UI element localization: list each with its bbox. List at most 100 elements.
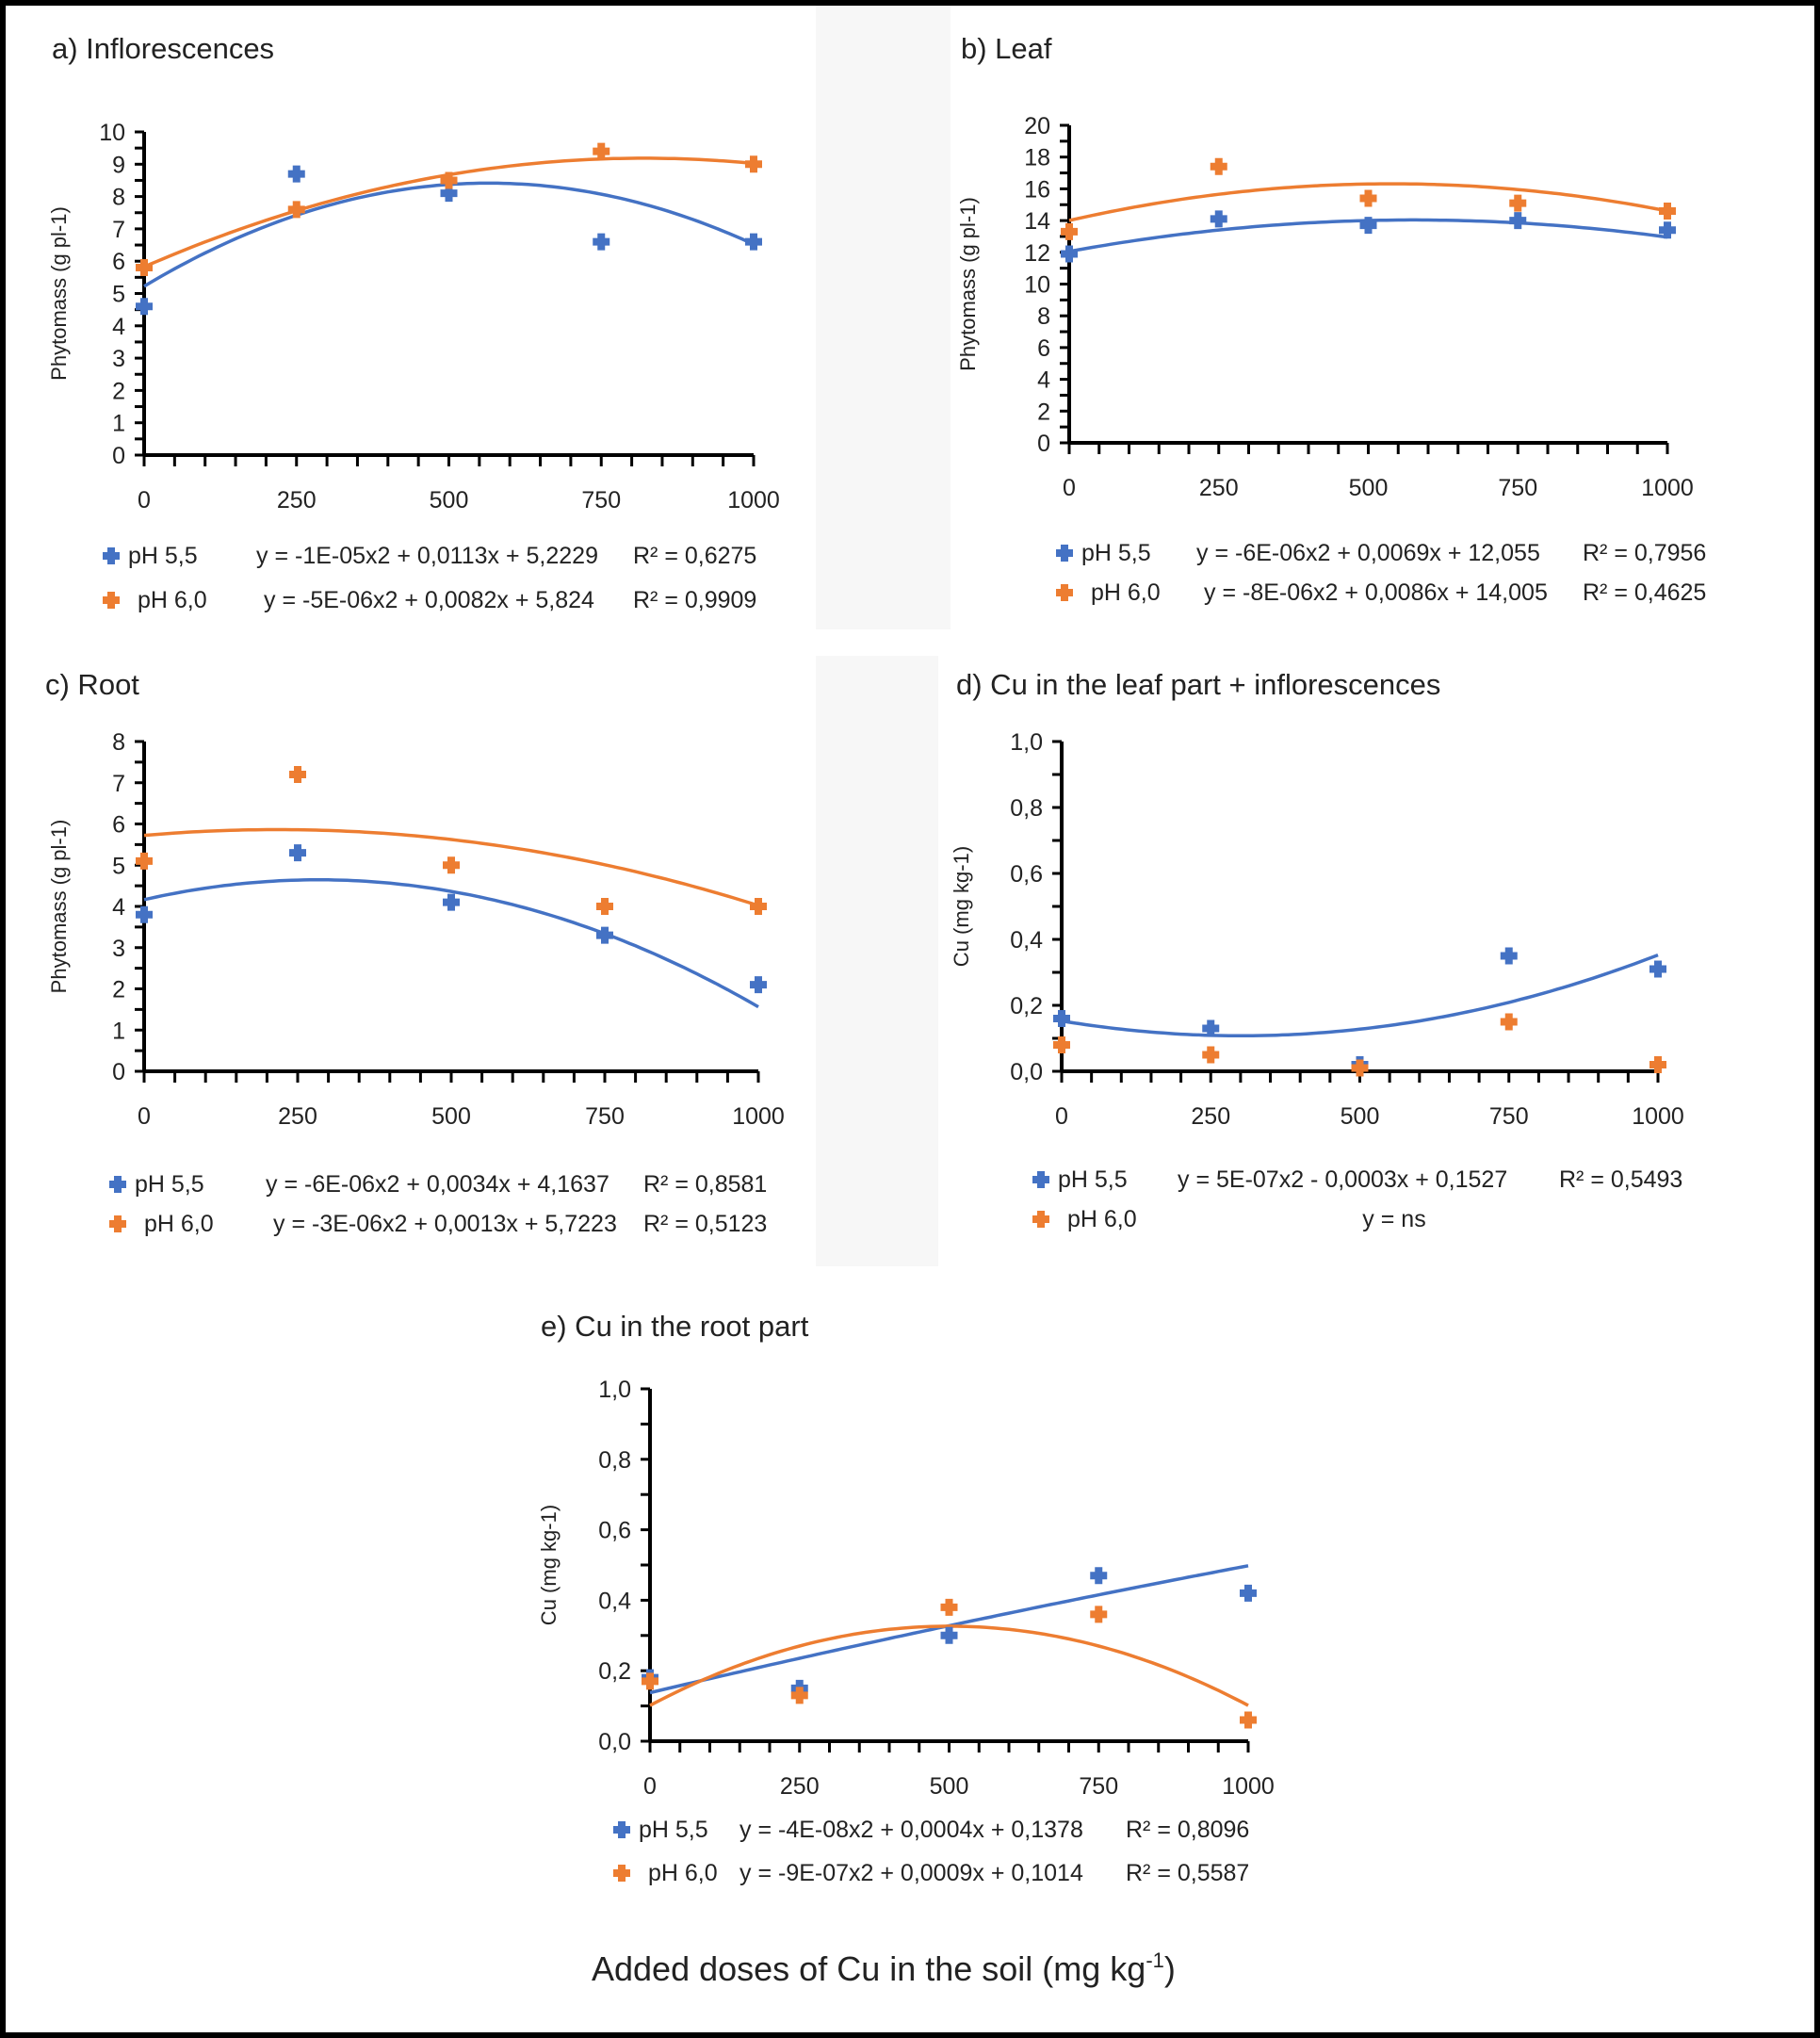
data-point-ph60 [1359, 189, 1377, 207]
data-point-ph55 [940, 1626, 958, 1644]
chart-panel-b: b) Leaf 0 2 4 6 8 10 12 14 16 18 20 0 250 500 750 1000 Ph… [956, 32, 1706, 606]
data-point-ph60 [1202, 1046, 1220, 1064]
legend-label: pH 5,5 [1081, 540, 1151, 566]
trendline-ph60 [649, 1624, 1249, 1707]
data-point-ph60 [1053, 1036, 1070, 1053]
r-squared: R² = 0,5123 [643, 1211, 767, 1237]
y-tick-label: 14 [1024, 208, 1050, 235]
data-point-ph55 [1053, 1010, 1070, 1027]
y-tick-label: 0,0 [1010, 1059, 1043, 1085]
x-tick-label: 500 [930, 1773, 969, 1800]
x-tick-label: 0 [138, 1103, 151, 1130]
x-tick-label: 500 [431, 1103, 471, 1130]
y-tick-label: 3 [112, 936, 125, 962]
legend-label: pH 6,0 [144, 1211, 214, 1237]
y-tick-label: 2 [112, 378, 125, 404]
x-tick-label: 0 [643, 1773, 657, 1800]
data-point-ph60 [1649, 1056, 1666, 1073]
y-tick-label: 16 [1024, 176, 1050, 203]
x-tick-label: 500 [1341, 1103, 1380, 1130]
y-axis-label: Cu (mg kg-1) [537, 1505, 561, 1625]
legend-label: pH 5,5 [1058, 1166, 1128, 1193]
data-point-ph60 [1061, 222, 1078, 240]
data-point-ph60 [443, 856, 460, 874]
y-tick-label: 18 [1024, 145, 1050, 171]
x-tick-label: 250 [277, 487, 317, 514]
chart-title: b) Leaf [961, 32, 1052, 65]
data-point-ph55 [1240, 1584, 1257, 1602]
legend-marker-ph55 [103, 547, 120, 564]
y-tick-label: 0,6 [598, 1518, 631, 1544]
y-tick-label: 20 [1024, 113, 1050, 139]
data-point-ph55 [1061, 245, 1078, 263]
data-point-ph60 [940, 1598, 958, 1616]
chart-panel-d: d) Cu in the leaf part + inflorescences 0… [950, 668, 1684, 1232]
data-point-ph60 [289, 766, 306, 783]
y-tick-label: 8 [112, 185, 125, 211]
data-point-ph55 [287, 165, 305, 183]
y-tick-label: 0 [112, 443, 125, 469]
legend-marker-ph55 [1032, 1171, 1049, 1188]
y-tick-label: 7 [112, 771, 125, 797]
data-point-ph60 [1659, 202, 1676, 220]
data-point-ph55 [1359, 217, 1377, 235]
legend-label: pH 5,5 [639, 1817, 708, 1843]
y-tick-label: 9 [112, 152, 125, 178]
trend-equation: y = -6E-06x2 + 0,0069x + 12,055 [1196, 540, 1540, 566]
data-point-ph60 [1240, 1711, 1257, 1729]
data-point-ph55 [136, 905, 153, 923]
x-tick-label: 750 [1489, 1103, 1529, 1130]
shared-x-axis-label: Added doses of Cu in the soil (mg kg-1) [592, 1948, 1176, 1988]
trendline-ph60 [143, 827, 759, 907]
trendline-ph60 [1068, 182, 1668, 222]
data-point-ph60 [1090, 1606, 1108, 1623]
y-tick-label: 1,0 [1010, 729, 1043, 756]
data-point-ph60 [1509, 194, 1527, 212]
r-squared: R² = 0,4625 [1583, 579, 1706, 606]
data-point-ph55 [443, 893, 460, 911]
background-strip [816, 656, 938, 1266]
data-point-ph60 [750, 898, 767, 915]
r-squared: R² = 0,8096 [1126, 1817, 1249, 1843]
y-tick-label: 0 [1037, 431, 1050, 457]
trend-equation: y = -1E-05x2 + 0,0113x + 5,2229 [256, 543, 598, 569]
x-tick-label: 250 [1199, 475, 1239, 501]
data-point-ph55 [440, 185, 458, 203]
chart-title: a) Inflorescences [52, 32, 274, 65]
chart-panel-e: e) Cu in the root part 0,0 0,2 0,4 0,6 0,8 1,0… [537, 1310, 1275, 1886]
y-tick-label: 0,8 [598, 1447, 631, 1474]
legend-label: pH 6,0 [1091, 579, 1161, 606]
y-tick-label: 1 [112, 1018, 125, 1044]
y-tick-label: 0,4 [598, 1588, 631, 1614]
chart-panel-a: a) Inflorescences 0 1 2 3 4 5 6 7 8 9 10 0 250 500 750 1… [47, 32, 780, 613]
trend-equation: y = ns [1362, 1206, 1425, 1232]
y-tick-label: 10 [99, 120, 125, 146]
y-tick-label: 0,2 [598, 1658, 631, 1685]
legend-marker-ph60 [103, 592, 120, 609]
legend-marker-ph60 [1032, 1211, 1049, 1228]
data-point-ph60 [1210, 157, 1227, 175]
y-tick-label: 0,6 [1010, 861, 1043, 888]
chart-panel-c: c) Root 0 1 2 3 4 5 6 7 8 0 250 500 750 1000 Phytomass … [45, 668, 785, 1237]
data-point-ph60 [136, 852, 153, 870]
legend-marker-ph60 [109, 1215, 126, 1232]
y-axis-label: Phytomass (g pl-1) [47, 206, 71, 381]
data-point-ph55 [1090, 1567, 1108, 1585]
legend-label: pH 6,0 [1067, 1206, 1137, 1232]
chart-title: e) Cu in the root part [541, 1310, 809, 1343]
x-tick-label: 750 [585, 1103, 625, 1130]
x-tick-label: 500 [430, 487, 469, 514]
data-point-ph55 [289, 844, 306, 862]
trendline-ph55 [1061, 953, 1659, 1038]
x-tick-label: 750 [1079, 1773, 1118, 1800]
data-point-ph60 [287, 201, 305, 219]
y-axis-label: Phytomass (g pl-1) [956, 197, 980, 371]
y-tick-label: 0,2 [1010, 993, 1043, 1019]
data-point-ph55 [750, 976, 767, 994]
chart-title: c) Root [45, 668, 139, 701]
x-tick-label: 250 [780, 1773, 820, 1800]
trend-equation: y = 5E-07x2 - 0,0003x + 0,1527 [1178, 1166, 1507, 1193]
x-tick-label: 750 [1498, 475, 1537, 501]
legend-marker-ph60 [1056, 584, 1073, 601]
